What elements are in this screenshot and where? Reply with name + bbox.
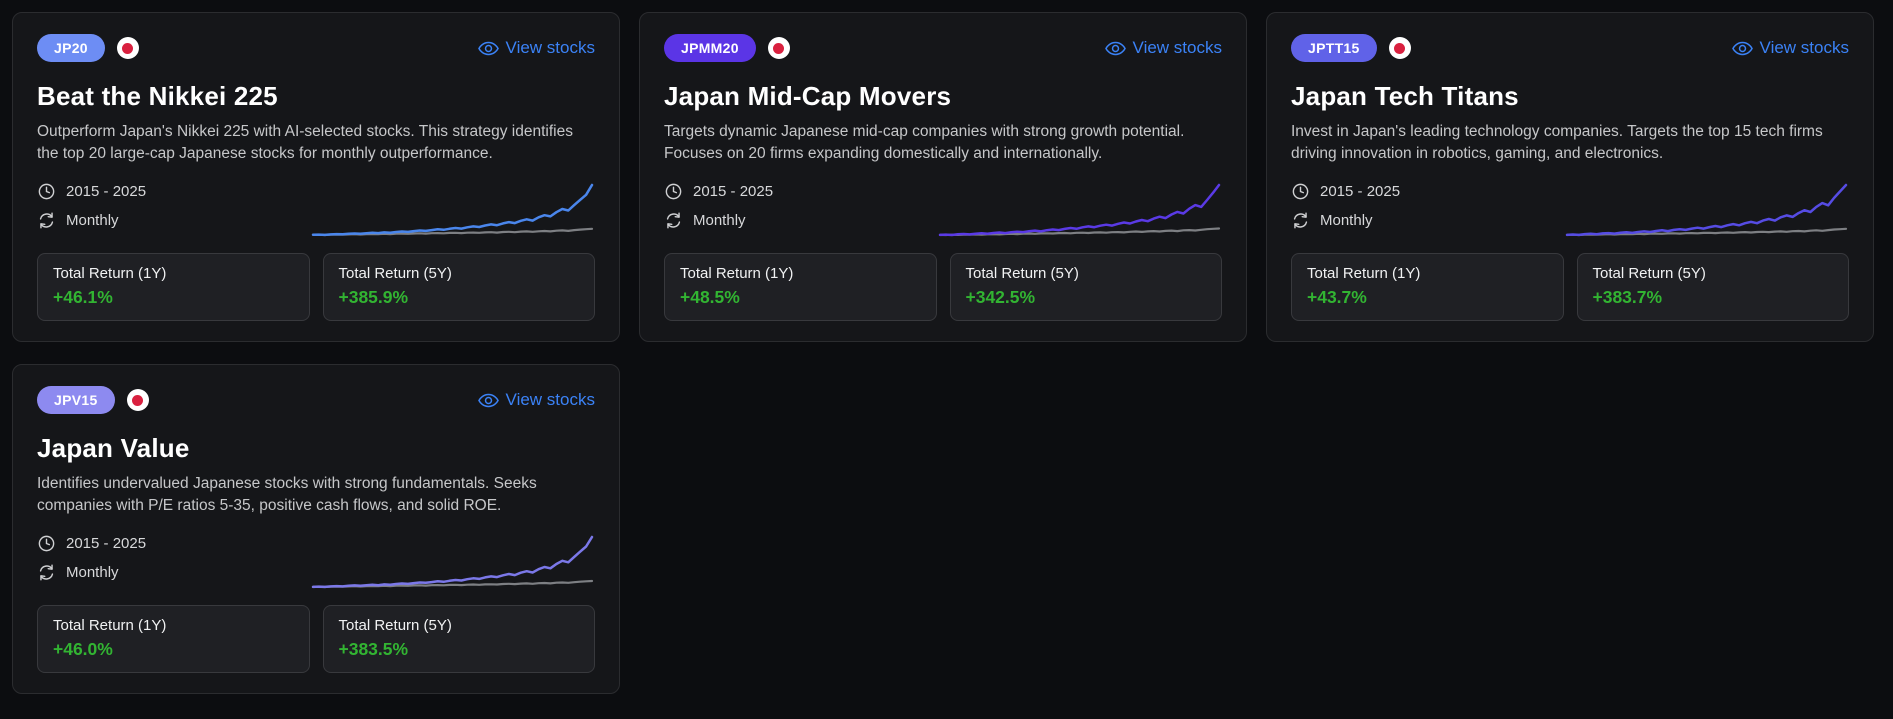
strategy-card-jptt15: JPTT15 View stocks Japan Tech Titans Inv… xyxy=(1266,12,1874,342)
stat-total-return-5y: Total Return (5Y) +383.5% xyxy=(322,605,595,673)
stat-label: Total Return (5Y) xyxy=(965,265,1079,282)
stats-row: Total Return (1Y) +46.1% Total Return (5… xyxy=(37,253,595,321)
strategy-title: Beat the Nikkei 225 xyxy=(37,81,278,111)
meta-and-chart: 2015 - 2025 Monthly xyxy=(664,180,1222,240)
clock-icon xyxy=(665,183,682,200)
view-stocks-link[interactable]: View stocks xyxy=(477,38,595,58)
rebalance-frequency: Monthly xyxy=(37,211,146,230)
stats-row: Total Return (1Y) +46.0% Total Return (5… xyxy=(37,605,595,673)
strategy-code-badge: JP20 xyxy=(37,34,105,62)
stat-label: Total Return (1Y) xyxy=(1307,265,1421,282)
card-header: JPV15 View stocks xyxy=(37,386,595,414)
japan-flag-icon xyxy=(116,37,139,59)
rebalance-frequency: Monthly xyxy=(664,211,773,230)
refresh-icon xyxy=(39,564,54,581)
view-stocks-label: View stocks xyxy=(1759,38,1849,57)
backtest-period: 2015 - 2025 xyxy=(664,182,773,201)
stat-value: +46.0% xyxy=(53,639,113,659)
performance-sparkline xyxy=(311,535,594,589)
card-header: JPTT15 View stocks xyxy=(1291,34,1849,62)
stat-label: Total Return (1Y) xyxy=(53,265,167,282)
flag-red-dot xyxy=(122,42,134,54)
stat-value: +385.9% xyxy=(338,287,409,307)
meta-and-chart: 2015 - 2025 Monthly xyxy=(37,180,595,240)
stat-total-return-5y: Total Return (5Y) +385.9% xyxy=(322,253,595,321)
stats-row: Total Return (1Y) +48.5% Total Return (5… xyxy=(664,253,1222,321)
stat-total-return-1y: Total Return (1Y) +46.0% xyxy=(37,605,310,673)
strategy-card-jp20: JP20 View stocks Beat the Nikkei 225 Out… xyxy=(12,12,620,342)
stat-label: Total Return (1Y) xyxy=(680,265,794,282)
flag-red-dot xyxy=(132,394,144,406)
backtest-period: 2015 - 2025 xyxy=(1291,182,1400,201)
backtest-period: 2015 - 2025 xyxy=(37,182,146,201)
stat-label: Total Return (5Y) xyxy=(338,617,452,634)
view-stocks-link[interactable]: View stocks xyxy=(1731,38,1849,58)
stat-value: +342.5% xyxy=(965,287,1036,307)
eye-icon xyxy=(1104,41,1126,55)
strategy-title: Japan Mid-Cap Movers xyxy=(664,81,952,111)
stat-total-return-1y: Total Return (1Y) +46.1% xyxy=(37,253,310,321)
flag-red-dot xyxy=(1394,42,1406,54)
japan-flag-icon xyxy=(126,389,149,411)
strategy-title: Japan Tech Titans xyxy=(1291,81,1519,111)
stat-value: +46.1% xyxy=(53,287,113,307)
refresh-icon xyxy=(1293,212,1308,229)
card-header: JPMM20 View stocks xyxy=(664,34,1222,62)
strategy-description: Identifies undervalued Japanese stocks w… xyxy=(37,475,537,514)
stat-total-return-5y: Total Return (5Y) +383.7% xyxy=(1576,253,1849,321)
view-stocks-label: View stocks xyxy=(1132,38,1222,57)
rebalance-frequency: Monthly xyxy=(37,563,146,582)
clock-icon xyxy=(38,535,55,552)
view-stocks-label: View stocks xyxy=(505,390,595,409)
stat-value: +383.5% xyxy=(338,639,409,659)
view-stocks-label: View stocks xyxy=(505,38,595,57)
eye-icon xyxy=(477,41,499,55)
performance-sparkline xyxy=(1565,183,1848,237)
stat-total-return-5y: Total Return (5Y) +342.5% xyxy=(949,253,1222,321)
eye-icon xyxy=(477,393,499,407)
strategy-description: Invest in Japan's leading technology com… xyxy=(1291,123,1823,162)
performance-sparkline xyxy=(938,183,1221,237)
clock-icon xyxy=(38,183,55,200)
flag-red-dot xyxy=(773,42,785,54)
japan-flag-icon xyxy=(767,37,790,59)
view-stocks-link[interactable]: View stocks xyxy=(1104,38,1222,58)
rebalance-frequency: Monthly xyxy=(1291,211,1400,230)
strategy-code-badge: JPMM20 xyxy=(664,34,756,62)
stat-label: Total Return (1Y) xyxy=(53,617,167,634)
strategy-description: Outperform Japan's Nikkei 225 with AI-se… xyxy=(37,123,573,162)
meta-and-chart: 2015 - 2025 Monthly xyxy=(37,532,595,592)
strategy-title: Japan Value xyxy=(37,433,190,463)
stat-label: Total Return (5Y) xyxy=(1592,265,1706,282)
stat-label: Total Return (5Y) xyxy=(338,265,452,282)
meta-and-chart: 2015 - 2025 Monthly xyxy=(1291,180,1849,240)
strategy-card-jpv15: JPV15 View stocks Japan Value Identifies… xyxy=(12,364,620,694)
strategy-description: Targets dynamic Japanese mid-cap compani… xyxy=(664,123,1185,162)
view-stocks-link[interactable]: View stocks xyxy=(477,390,595,410)
eye-icon xyxy=(1731,41,1753,55)
strategy-code-badge: JPTT15 xyxy=(1291,34,1377,62)
stat-total-return-1y: Total Return (1Y) +48.5% xyxy=(664,253,937,321)
refresh-icon xyxy=(666,212,681,229)
strategy-card-jpmm20: JPMM20 View stocks Japan Mid-Cap Movers … xyxy=(639,12,1247,342)
card-header: JP20 View stocks xyxy=(37,34,595,62)
clock-icon xyxy=(1292,183,1309,200)
stat-value: +43.7% xyxy=(1307,287,1367,307)
stat-total-return-1y: Total Return (1Y) +43.7% xyxy=(1291,253,1564,321)
performance-sparkline xyxy=(311,183,594,237)
stat-value: +48.5% xyxy=(680,287,740,307)
strategy-code-badge: JPV15 xyxy=(37,386,115,414)
backtest-period: 2015 - 2025 xyxy=(37,534,146,553)
stat-value: +383.7% xyxy=(1592,287,1663,307)
japan-flag-icon xyxy=(1388,37,1411,59)
stats-row: Total Return (1Y) +43.7% Total Return (5… xyxy=(1291,253,1849,321)
refresh-icon xyxy=(39,212,54,229)
